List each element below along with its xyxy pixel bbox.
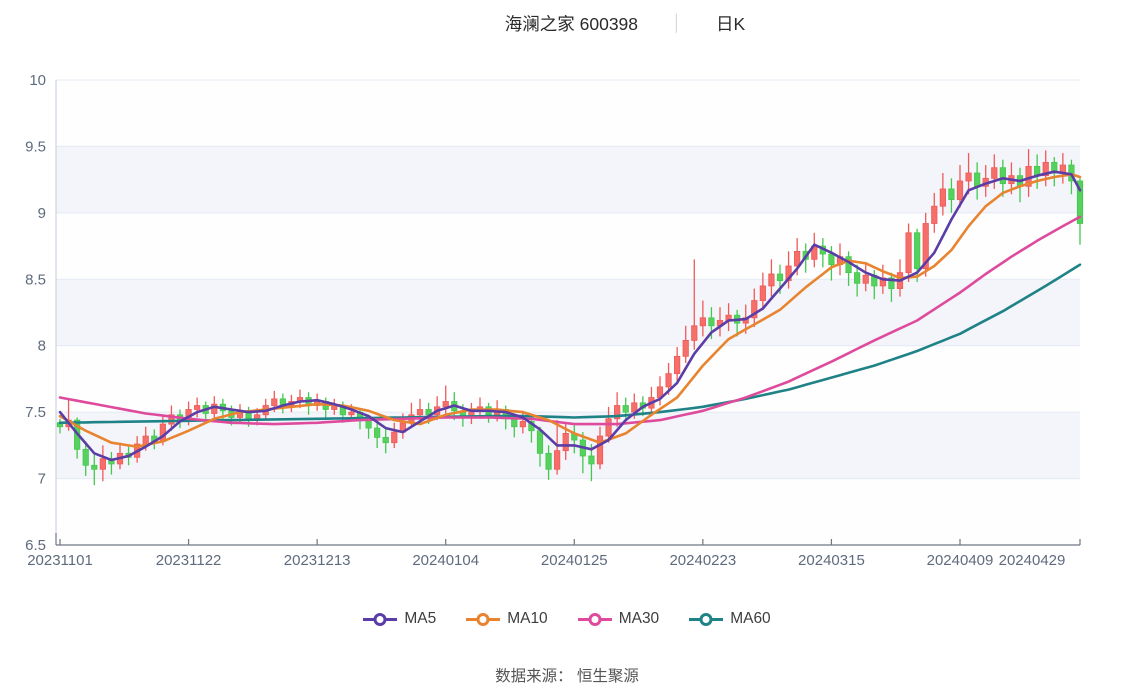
candle[interactable]: [759, 285, 766, 301]
period-label: 日K: [716, 14, 746, 34]
legend-label: MA60: [730, 610, 771, 627]
candle[interactable]: [511, 418, 518, 428]
candle[interactable]: [854, 272, 861, 284]
x-axis-label: 20240315: [798, 552, 865, 569]
ma30-line: [58, 215, 1082, 426]
legend-item-ma10[interactable]: MA10: [466, 610, 548, 628]
x-axis-label: 20231122: [156, 552, 222, 569]
candle[interactable]: [442, 401, 449, 408]
candle[interactable]: [596, 435, 604, 465]
legend-marker-ma5: [363, 612, 398, 626]
legend-label: MA30: [618, 610, 660, 627]
candle[interactable]: [99, 458, 106, 470]
legend-marker-ma60: [689, 612, 724, 626]
chart-title: 海澜之家 600398 │ 日K: [58, 11, 1134, 36]
x-axis-label: 20240104: [412, 552, 479, 569]
y-axis-label: 10: [29, 72, 46, 89]
candle[interactable]: [691, 325, 698, 341]
candle[interactable]: [974, 172, 981, 187]
candle[interactable]: [991, 167, 998, 179]
candle[interactable]: [682, 339, 689, 357]
candle[interactable]: [794, 250, 801, 267]
candle[interactable]: [776, 273, 784, 282]
y-axis-label: 9.5: [25, 138, 46, 155]
x-axis-label: 20231213: [284, 552, 351, 569]
legend-marker-ma30: [577, 612, 612, 626]
candle[interactable]: [751, 300, 758, 319]
candle[interactable]: [365, 419, 372, 429]
legend-label: MA10: [507, 610, 548, 627]
kline-svg: 6.5 7 7.5 8 8.5 9 9.5 10 20231101 20231122 2023121…: [25, 72, 1084, 569]
legend-item-ma60[interactable]: MA60: [689, 610, 771, 628]
candle[interactable]: [948, 188, 955, 200]
candle[interactable]: [142, 435, 149, 445]
x-axis-label: 20240429: [999, 552, 1066, 569]
candle[interactable]: [768, 273, 775, 287]
candle[interactable]: [914, 232, 921, 270]
ma60-line: [58, 263, 1082, 425]
x-axis-label: 20231101: [27, 552, 93, 569]
y-axis-label: 8.5: [25, 271, 46, 288]
candle[interactable]: [699, 317, 706, 327]
candle[interactable]: [939, 188, 946, 207]
candle[interactable]: [348, 411, 355, 416]
candle[interactable]: [905, 232, 912, 274]
legend-item-ma5[interactable]: MA5: [363, 610, 436, 628]
candle[interactable]: [382, 436, 389, 444]
candle[interactable]: [271, 398, 278, 406]
candle[interactable]: [536, 430, 544, 454]
candle[interactable]: [519, 421, 526, 428]
y-axis-label: 8: [38, 338, 46, 355]
candle[interactable]: [562, 432, 569, 452]
background-bands: [56, 80, 1080, 545]
candle[interactable]: [965, 172, 972, 182]
candle[interactable]: [956, 180, 964, 200]
candle[interactable]: [545, 452, 552, 470]
data-source-label: 数据来源： 恒生聚源: [495, 668, 639, 685]
candle[interactable]: [168, 414, 175, 425]
ma5-line: [58, 170, 1082, 462]
candle[interactable]: [1076, 180, 1084, 224]
candle[interactable]: [374, 427, 381, 438]
candle[interactable]: [665, 373, 672, 388]
y-axis-labels: 6.5 7 7.5 8 8.5 9 9.5 10: [25, 72, 46, 554]
gridlines: [56, 79, 1080, 480]
x-axis-label: 20240409: [927, 552, 994, 569]
stock-name-code: 海澜之家 600398: [504, 14, 639, 34]
legend-label: MA5: [404, 610, 437, 627]
y-axis-label: 7: [38, 471, 46, 488]
candle[interactable]: [588, 455, 595, 465]
candle[interactable]: [622, 405, 629, 413]
x-axis-label: 20240125: [541, 552, 608, 569]
candle[interactable]: [254, 414, 261, 420]
candle[interactable]: [888, 277, 895, 289]
title-separator: │: [672, 14, 683, 32]
candle[interactable]: [1042, 161, 1049, 177]
candle[interactable]: [554, 450, 561, 470]
candle[interactable]: [922, 223, 929, 270]
legend-item-ma30[interactable]: MA30: [577, 610, 660, 628]
candle[interactable]: [862, 274, 869, 284]
candle[interactable]: [605, 418, 612, 437]
candle[interactable]: [194, 405, 201, 410]
chart-legend: MA5 MA10 MA30 MA60: [0, 610, 1134, 628]
candle[interactable]: [416, 409, 424, 416]
candle[interactable]: [828, 253, 835, 266]
candle[interactable]: [708, 317, 715, 327]
y-axis-label: 9: [38, 205, 46, 222]
x-axis-label: 20240223: [669, 552, 736, 569]
candle[interactable]: [391, 431, 398, 444]
y-axis-label: 6.5: [25, 537, 46, 554]
candle[interactable]: [674, 355, 681, 375]
x-axis-labels: 20231101 20231122 20231213 20240104 20240125…: [27, 552, 1065, 569]
candle[interactable]: [614, 405, 621, 420]
candle[interactable]: [82, 448, 89, 466]
legend-marker-ma10: [466, 612, 501, 626]
y-axis-label: 7.5: [25, 404, 46, 421]
candle[interactable]: [91, 464, 98, 470]
axes: [55, 80, 1081, 546]
candle[interactable]: [931, 205, 938, 224]
candle[interactable]: [999, 167, 1006, 185]
